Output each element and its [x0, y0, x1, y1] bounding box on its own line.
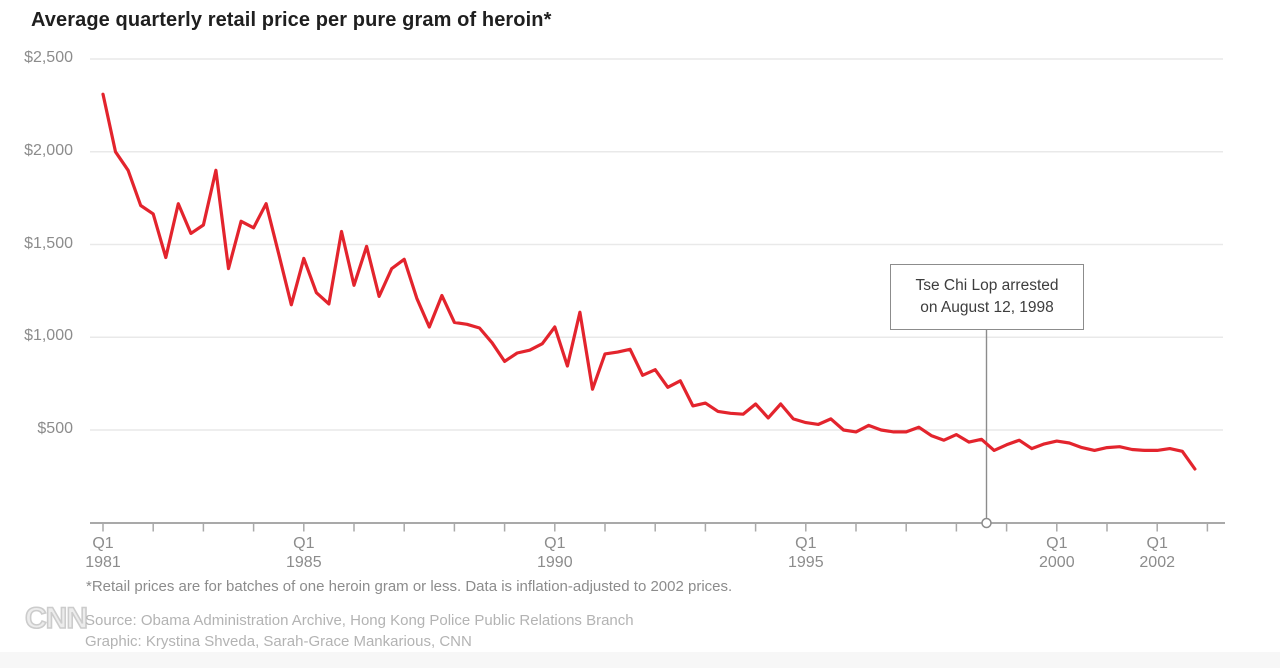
x-tick-label: Q1 2002: [1139, 535, 1175, 571]
x-tick-label: Q1 1995: [788, 535, 824, 571]
annotation-line-1: Tse Chi Lop arrested: [915, 277, 1059, 294]
y-tick-label: $1,500: [24, 234, 73, 252]
y-tick-label: $2,000: [24, 141, 73, 159]
y-tick-label: $500: [37, 420, 73, 437]
chart-footnote: *Retail prices are for batches of one he…: [86, 578, 733, 595]
graphic-credit-line: Graphic: Krystina Shveda, Sarah-Grace Ma…: [85, 633, 472, 650]
x-tick-label: Q1 1985: [286, 535, 322, 571]
footer-band: [0, 652, 1280, 668]
chart-title: Average quarterly retail price per pure …: [31, 9, 552, 31]
annotation-date-marker: [981, 517, 992, 529]
x-tick-label: Q1 1981: [85, 535, 121, 571]
y-tick-label: $1,000: [24, 327, 73, 345]
heroin-price-line: [101, 92, 1197, 471]
x-tick-label: Q1 1990: [537, 535, 573, 571]
y-tick-label: $2,500: [24, 49, 73, 66]
x-tick-label: Q1 2000: [1039, 535, 1075, 571]
annotation-callout: Tse Chi Lop arrested on August 12, 1998: [890, 264, 1084, 330]
source-block: Source: Obama Administration Archive, Ho…: [85, 610, 634, 652]
source-line: Source: Obama Administration Archive, Ho…: [85, 612, 634, 629]
cnn-logo: CNN: [24, 601, 89, 636]
annotation-line-2: on August 12, 1998: [920, 299, 1054, 316]
